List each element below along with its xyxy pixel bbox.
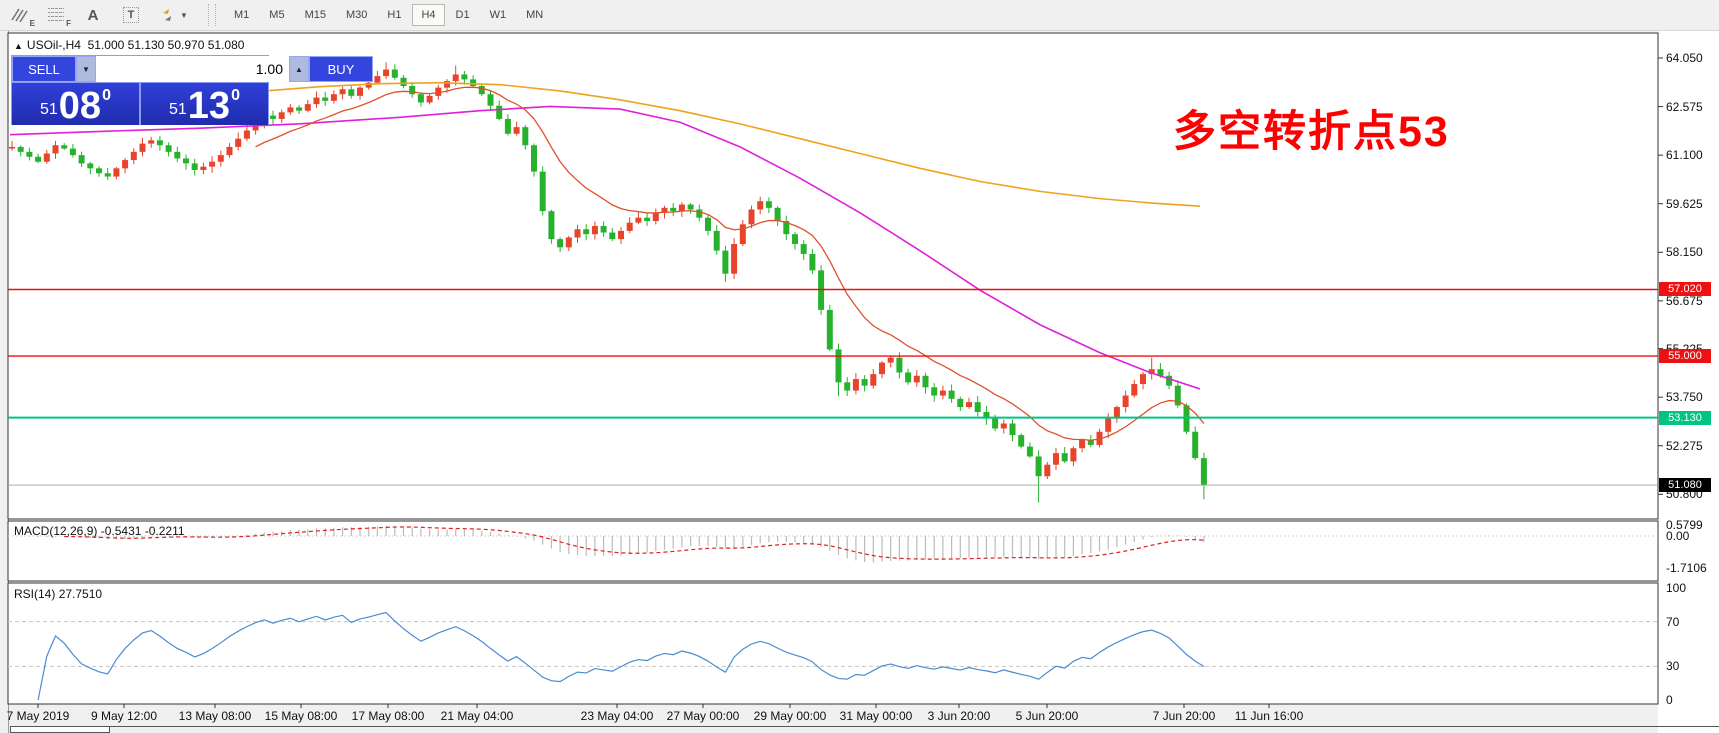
sell-price[interactable]: 51 08 0: [12, 83, 141, 125]
rsi-axis-label: 100: [1666, 581, 1687, 595]
macd-label: MACD(12,26,9) -0.5431 -0.2211: [14, 524, 185, 538]
macd-panel: [7, 520, 1659, 582]
price-axis-label: 61.100: [1666, 148, 1703, 163]
rsi-label: RSI(14) 27.7510: [14, 587, 103, 601]
chart-symbol: USOil-,H4: [26, 38, 81, 52]
ma-mid-line: [9, 105, 1201, 390]
text-tool-icon[interactable]: A: [87, 6, 99, 24]
macd-signal-line: [64, 526, 1204, 560]
ma-slow-line: [264, 81, 1201, 207]
one-click-trading-panel: SELL ▼ ▲ BUY 51 08 0 51 13 0: [11, 55, 373, 125]
time-axis-label: 17 May 08:00: [351, 709, 425, 723]
time-axis-label: 13 May 08:00: [178, 709, 252, 723]
buy-price[interactable]: 51 13 0: [141, 83, 268, 125]
toolbar-separator: [208, 4, 216, 26]
timeframe-button-D1[interactable]: D1: [455, 9, 470, 21]
time-axis-label: 7 May 2019: [6, 709, 70, 723]
label-tool-icon[interactable]: T: [114, 3, 148, 27]
buy-button[interactable]: BUY: [309, 56, 373, 82]
time-axis-label: 7 Jun 20:00: [1152, 709, 1216, 723]
macd-axis-label: 0.00: [1666, 529, 1690, 543]
time-axis-label: 23 May 04:00: [580, 709, 654, 723]
volume-input[interactable]: [96, 56, 289, 82]
dropdown-caret-icon: ▼: [180, 10, 188, 20]
rsi-axis-label: 0: [1666, 693, 1673, 707]
price-line-badge: 53.130: [1659, 410, 1711, 425]
chart-tab[interactable]: [10, 726, 110, 733]
price-axis-label: 59.625: [1666, 196, 1703, 211]
macd-axis-label: -1.7106: [1666, 560, 1707, 575]
timeframe-button-M1[interactable]: M1: [234, 9, 250, 21]
time-axis-label: 11 Jun 16:00: [1234, 709, 1304, 723]
window-left-border: [0, 31, 9, 733]
price-axis-label: 62.575: [1666, 99, 1703, 114]
volume-decrease-button[interactable]: ▼: [76, 56, 96, 82]
price-line-badge: 57.020: [1659, 282, 1711, 297]
timeframe-button-H4[interactable]: H4: [412, 4, 445, 26]
timeframe-button-M15[interactable]: M15: [304, 9, 326, 21]
current-price-badge: 51.080: [1659, 478, 1711, 493]
timeframe-button-H1[interactable]: H1: [387, 9, 402, 21]
price-axis-label: 56.675: [1666, 293, 1703, 308]
price-axis-label: 52.275: [1666, 438, 1703, 453]
macd-axis-label: 0.5799: [1666, 518, 1703, 533]
grid-icon[interactable]: F: [42, 3, 72, 28]
time-axis-label: 15 May 08:00: [264, 709, 338, 723]
timeframe-button-W1[interactable]: W1: [489, 9, 507, 21]
price-axis-label: 64.050: [1666, 51, 1703, 65]
rsi-axis-label: 70: [1666, 614, 1680, 629]
time-axis-label: 21 May 04:00: [440, 709, 514, 723]
volume-stepper: ▼ ▲: [76, 56, 309, 82]
timeframe-buttons: M1 M5 M15 M30 H1 H4 D1 W1 MN: [224, 4, 553, 26]
chart-title: ▲ USOil-,H4 51.000 51.130 50.970 51.080: [14, 38, 244, 52]
timeframe-button-M5[interactable]: M5: [269, 9, 285, 21]
rsi-panel: [7, 582, 1659, 705]
chart-annotation-text: 多空转折点53: [1173, 108, 1450, 156]
indicators-icon-letter: E: [29, 19, 35, 28]
chart-ohlc-quotes: 51.000 51.130 50.970 51.080: [87, 38, 245, 52]
collapse-triangle-icon[interactable]: ▲: [14, 41, 23, 51]
tab-bar-line: [110, 726, 1719, 727]
time-axis-label: 27 May 00:00: [666, 709, 740, 723]
grid-icon-letter: F: [66, 19, 71, 28]
rsi-line: [37, 611, 1205, 701]
toolbar: E F A T ▼: [0, 0, 1719, 31]
time-axis-label: 5 Jun 20:00: [1015, 709, 1079, 723]
time-axis-label: 31 May 00:00: [839, 709, 913, 723]
price-axis-label: 58.150: [1666, 245, 1703, 260]
price-line-badge: 55.000: [1659, 349, 1711, 364]
ma-fast-line: [255, 86, 1205, 441]
macd-histogram: [20, 525, 1205, 563]
sell-button[interactable]: SELL: [12, 56, 76, 82]
timeframe-button-M30[interactable]: M30: [345, 9, 368, 21]
time-axis-label: 3 Jun 20:00: [927, 709, 991, 723]
arrows-icon[interactable]: ▼: [154, 3, 194, 27]
indicators-icon[interactable]: E: [6, 3, 36, 28]
volume-increase-button[interactable]: ▲: [289, 56, 309, 82]
time-axis-label: 29 May 00:00: [753, 709, 827, 723]
rsi-axis-label: 30: [1666, 659, 1680, 674]
price-axis-label: 53.750: [1666, 390, 1703, 405]
timeframe-button-MN[interactable]: MN: [526, 9, 544, 21]
time-axis-label: 9 May 12:00: [90, 709, 158, 723]
candlesticks: [9, 62, 1207, 503]
price-axis-panel: [1658, 31, 1719, 733]
